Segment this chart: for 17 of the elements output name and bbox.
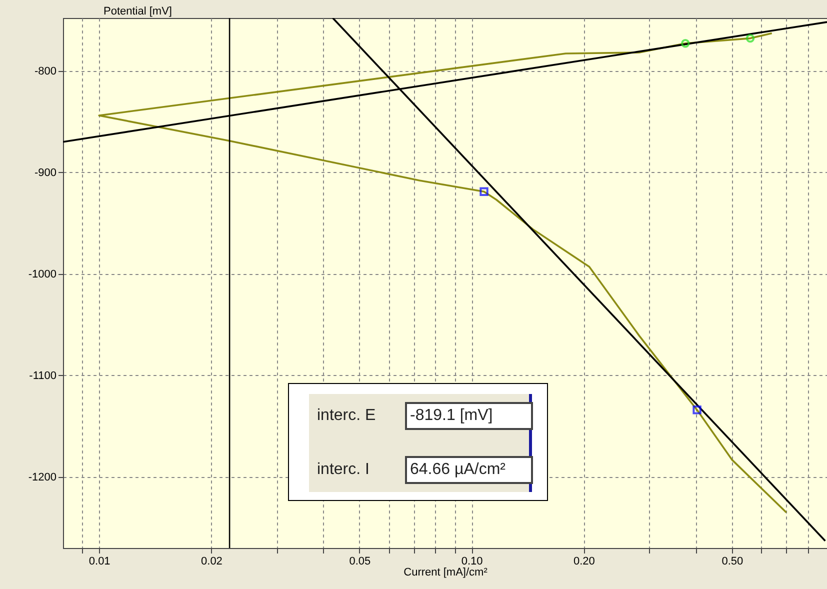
y-tick-label: -1100 [29,370,56,382]
y-tick-label: -1000 [28,268,56,280]
annotation: -819.1 [mV] [405,402,533,430]
y-tick-label: -900 [34,166,56,179]
x-tick-label: 0.20 [573,556,595,568]
annotation: interc. E [316,407,377,425]
annotation: interc. I [316,461,370,479]
y-tick-label: -800 [34,65,56,78]
x-tick-label: 0.50 [722,556,744,568]
annotation: 64.66 µA/cm² [405,456,533,484]
y-tick-label: -1200 [28,471,56,484]
x-tick-label: 0.02 [201,556,222,568]
x-axis-title: Current [mA]/cm² [404,566,488,578]
x-tick-label: 0.01 [88,556,110,568]
x-tick-label: 0.05 [349,556,371,568]
y-axis-title: Potential [mV] [104,6,172,18]
x-tick-label: 0.10 [461,556,483,568]
